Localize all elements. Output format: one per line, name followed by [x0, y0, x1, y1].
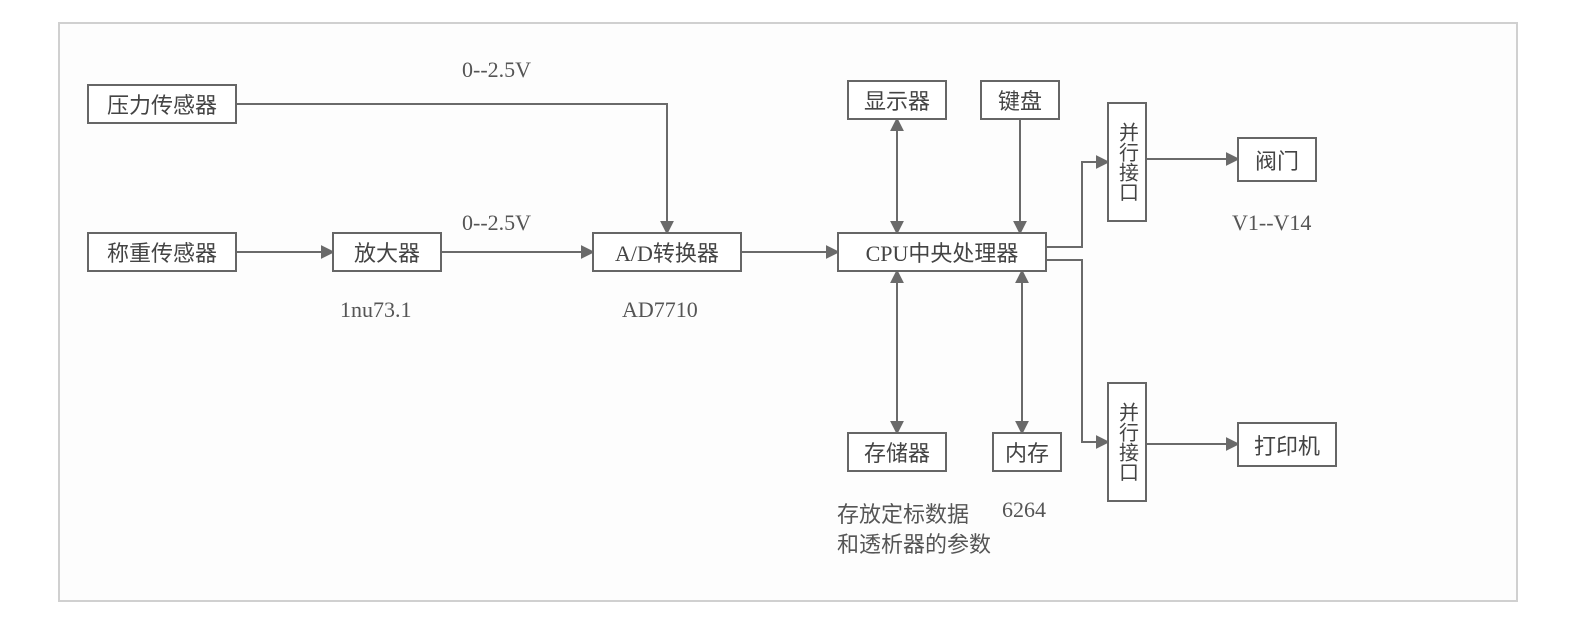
node-cpu: CPU中央处理器 [837, 232, 1047, 272]
edge [1047, 260, 1107, 442]
node-label: 显示器 [864, 84, 930, 116]
node-label: 并行接口 [1113, 402, 1142, 482]
node-weight-sensor: 称重传感器 [87, 232, 237, 272]
node-amplifier: 放大器 [332, 232, 442, 272]
node-label: 打印机 [1254, 429, 1320, 461]
label-storage-note2: 和透析器的参数 [837, 527, 991, 559]
edges-layer [60, 24, 1516, 600]
node-printer: 打印机 [1237, 422, 1337, 467]
node-adc: A/D转换器 [592, 232, 742, 272]
node-label: 阀门 [1255, 144, 1299, 176]
node-label: 存储器 [864, 436, 930, 468]
node-display: 显示器 [847, 80, 947, 120]
node-label: A/D转换器 [615, 236, 719, 268]
node-label: 压力传感器 [107, 88, 217, 120]
node-label: CPU中央处理器 [866, 236, 1019, 268]
node-label: 内存 [1005, 436, 1049, 468]
label-amp-label: 1nu73.1 [340, 297, 412, 323]
node-parallel-top: 并行接口 [1107, 102, 1147, 222]
diagram-frame: 压力传感器称重传感器 放大器 A/D转换器 CPU中央处理器显示器 键盘存储器 内存 并行接… [58, 22, 1518, 602]
node-parallel-bot: 并行接口 [1107, 382, 1147, 502]
edge [1047, 162, 1107, 247]
node-label: 放大器 [354, 236, 420, 268]
label-storage-note1: 存放定标数据 [837, 497, 969, 529]
node-storage: 存储器 [847, 432, 947, 472]
label-volt-mid: 0--2.5V [462, 210, 531, 236]
node-label: 并行接口 [1113, 122, 1142, 202]
node-pressure-sensor: 压力传感器 [87, 84, 237, 124]
label-adc-label: AD7710 [622, 297, 698, 323]
node-keyboard: 键盘 [980, 80, 1060, 120]
node-valve: 阀门 [1237, 137, 1317, 182]
node-label: 称重传感器 [107, 236, 217, 268]
node-memory: 内存 [992, 432, 1062, 472]
label-valve-label: V1--V14 [1232, 210, 1311, 236]
node-label: 键盘 [998, 84, 1042, 116]
edge [237, 104, 667, 232]
label-volt-top: 0--2.5V [462, 57, 531, 83]
label-mem-label: 6264 [1002, 497, 1046, 523]
